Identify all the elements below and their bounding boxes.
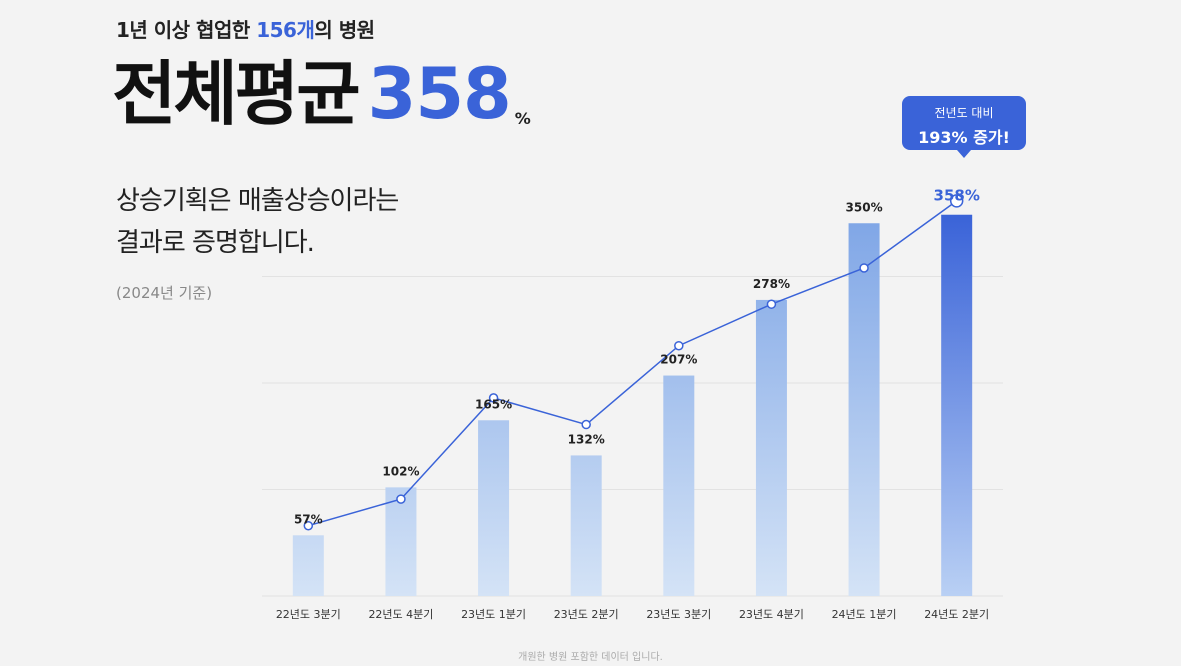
data-label: 358% [934,187,980,205]
subtitle-highlight: 156개 [256,18,315,42]
x-tick-label: 23년도 2분기 [554,608,619,621]
data-label: 350% [846,200,883,214]
headline-value: 358 [367,53,512,135]
x-tick-label: 24년도 1분기 [832,608,897,621]
bar [385,487,417,596]
bar [848,223,880,596]
trend-point [766,299,777,309]
bar [292,535,324,596]
data-label: 57% [294,512,323,526]
description-line-2: 결과로 증명합니다. [116,228,315,258]
grid-lines [262,276,1003,597]
x-tick-label: 24년도 2분기 [924,608,989,621]
subtitle-post: 의 병원 [314,18,375,42]
bars [292,214,973,597]
footnote: 개원한 병원 포함한 데이터 입니다. [518,652,663,663]
trend-point [581,419,591,430]
data-label: 207% [660,353,697,367]
subtitle: 1년 이상 협업한 156개의 병원 [116,14,375,43]
subtitle-pre: 1년 이상 협업한 [116,18,257,42]
trend-point [949,194,964,208]
bar [663,375,695,596]
callout-line-1: 전년도 대비 [934,106,994,120]
bar [570,455,602,596]
data-label: 102% [382,464,419,478]
trend-line [303,194,964,531]
data-label: 278% [753,277,790,291]
x-tick-label: 22년도 3분기 [276,608,341,621]
basis-note: (2024년 기준) [116,284,213,302]
callout-line-2: 193% 증가! [918,128,1010,147]
trend-point [488,393,499,403]
description-line-1: 상승기획은 매출상승이라는 [116,186,399,216]
trend-point [303,520,314,531]
x-tick-label: 22년도 4분기 [368,608,433,621]
trend-line-path [308,200,958,527]
x-tick-labels: 22년도 3분기 22년도 4분기 23년도 1분기 23년도 2분기 23년도 3분기… [276,608,989,621]
trend-point [396,494,406,504]
trend-point [674,340,684,351]
x-tick-label: 23년도 3분기 [646,608,711,621]
growth-callout: 전년도 대비 193% 증가! [902,96,1026,158]
bar [941,214,973,597]
x-tick-label: 23년도 4분기 [739,608,804,621]
headline: 전체평균 358 % [112,52,531,136]
headline-text: 전체평균 [112,53,361,135]
data-labels: 57% 102% 165% 132% 207% 278% 350% 358% [294,187,980,527]
bar [478,420,510,596]
x-tick-label: 23년도 1분기 [461,608,526,621]
data-label: 132% [568,432,605,446]
headline-unit: % [514,109,531,128]
bar [755,299,787,596]
trend-point [859,263,869,273]
description: 상승기획은 매출상승이라는 결과로 증명합니다. [116,180,399,264]
data-label: 165% [475,397,512,411]
